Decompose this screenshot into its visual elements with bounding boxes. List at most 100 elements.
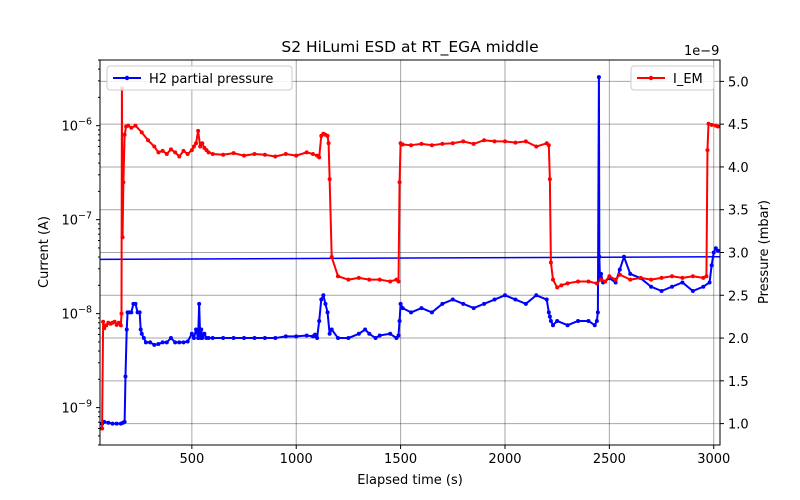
data-point [319, 297, 324, 302]
data-point [121, 180, 126, 185]
chart-title: S2 HiLumi ESD at RT_EGA middle [281, 38, 538, 57]
data-point [546, 143, 551, 148]
data-point [555, 318, 560, 323]
data-point [177, 154, 182, 159]
data-point [112, 319, 117, 324]
data-point [152, 342, 157, 347]
data-point [534, 144, 539, 149]
data-point [102, 326, 107, 331]
legend-marker [124, 75, 130, 81]
data-point [396, 279, 401, 284]
data-point [396, 333, 401, 338]
data-point [200, 336, 205, 341]
data-point [576, 279, 581, 284]
data-point [440, 141, 445, 146]
data-point [133, 123, 138, 128]
data-point [315, 336, 320, 341]
data-point [294, 153, 299, 158]
data-point [617, 267, 622, 272]
data-point [409, 143, 414, 148]
data-point [690, 274, 695, 279]
data-point [346, 336, 351, 341]
data-point [123, 374, 128, 379]
data-point [160, 148, 165, 153]
data-point [198, 144, 203, 149]
data-point [231, 151, 236, 156]
data-point [242, 336, 247, 341]
data-point [329, 327, 334, 332]
data-point [346, 277, 351, 282]
data-point [129, 310, 134, 315]
data-point [429, 310, 434, 315]
data-point [139, 130, 144, 135]
data-point [164, 340, 169, 345]
data-point [325, 133, 330, 138]
data-point [124, 327, 129, 332]
y-left-tick-label: 10−9 [61, 399, 92, 417]
data-point [669, 274, 674, 279]
data-point [400, 142, 405, 147]
y-right-tick-label: 4.5 [728, 118, 749, 133]
data-point [168, 147, 173, 152]
data-point [638, 275, 643, 280]
data-point [492, 297, 497, 302]
data-point [199, 327, 204, 332]
data-point [599, 277, 604, 282]
data-point [202, 331, 207, 336]
data-point [706, 121, 711, 126]
data-point [555, 285, 560, 290]
data-point [628, 271, 633, 276]
data-point [120, 235, 125, 240]
data-point [715, 248, 720, 253]
data-point [191, 144, 196, 149]
data-point [283, 151, 288, 156]
data-point [317, 155, 322, 160]
data-point [400, 306, 405, 311]
data-point [160, 340, 165, 345]
data-point [704, 274, 709, 279]
data-point [196, 128, 201, 133]
data-point [502, 139, 507, 144]
data-point [327, 331, 332, 336]
data-point [586, 279, 591, 284]
data-point [310, 151, 315, 156]
data-point [388, 331, 393, 336]
data-point [252, 151, 257, 156]
data-point [102, 419, 107, 424]
data-point [592, 323, 597, 328]
data-point [181, 148, 186, 153]
data-point [397, 318, 402, 323]
legend-marker [648, 75, 654, 81]
data-point [122, 419, 127, 424]
data-point [628, 277, 633, 282]
data-point [550, 277, 555, 282]
data-point [106, 420, 111, 425]
legend-label: H2 partial pressure [149, 72, 273, 87]
data-point [143, 340, 148, 345]
data-point [471, 306, 476, 311]
y-left-tick-base: 10 [61, 308, 78, 323]
y-left-tick-label: 10−7 [61, 211, 92, 229]
data-point [450, 141, 455, 146]
data-point [419, 141, 424, 146]
y-right-tick-label: 1.5 [728, 375, 749, 390]
data-point [594, 281, 599, 286]
y-left-tick-base: 10 [61, 120, 78, 135]
data-point [596, 75, 601, 80]
right-axis-multiplier: 1e−9 [684, 44, 719, 59]
data-point [461, 139, 466, 144]
data-point [409, 310, 414, 315]
y-left-tick-exp: −6 [78, 117, 92, 128]
data-point [513, 297, 518, 302]
series-layer [100, 75, 720, 431]
data-point [461, 301, 466, 306]
data-point [680, 275, 685, 280]
data-point [599, 271, 604, 276]
y-right-tick-label: 4.0 [728, 161, 749, 176]
data-point [613, 277, 618, 282]
data-point [304, 150, 309, 155]
data-point [388, 279, 393, 284]
data-point [546, 310, 551, 315]
data-point [669, 284, 674, 289]
